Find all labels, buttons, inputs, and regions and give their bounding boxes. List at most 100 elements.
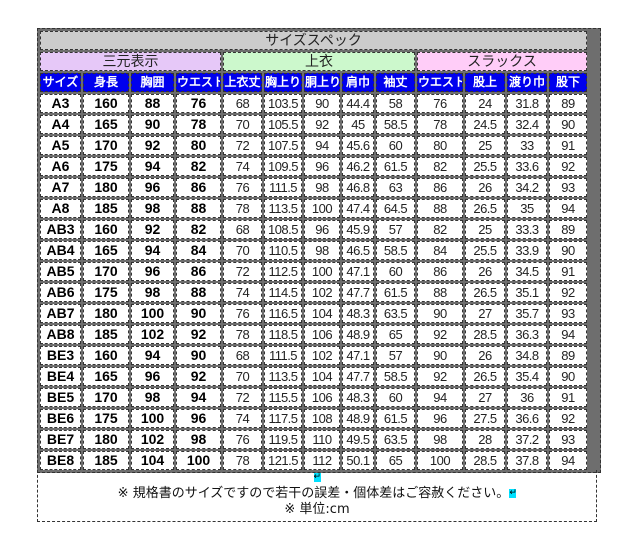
value-cell: 26.5: [465, 283, 505, 302]
table-row: A8 185 98 88 78 113.5 100 47.4 64.5 88 26.5 35 94: [40, 199, 588, 218]
value-cell: 28.5: [465, 451, 505, 470]
value-cell: 100: [417, 451, 463, 470]
value-cell: 96: [417, 409, 463, 428]
value-cell: 98: [131, 283, 174, 302]
value-cell: 92: [549, 283, 588, 302]
value-cell: 46.5: [342, 241, 374, 260]
return-arrow-icon: ↵: [313, 472, 322, 482]
value-cell: 90: [176, 346, 221, 365]
value-cell: 98: [304, 241, 340, 260]
value-cell: 48.9: [342, 325, 374, 344]
value-cell: 100: [131, 409, 174, 428]
value-cell: 61.5: [376, 409, 415, 428]
value-cell: 113.5: [264, 199, 302, 218]
value-cell: 34.8: [507, 346, 547, 365]
value-cell: 111.5: [264, 346, 302, 365]
value-cell: 86: [176, 262, 221, 281]
value-cell: 94: [131, 346, 174, 365]
value-cell: 165: [83, 367, 129, 386]
value-cell: 36.6: [507, 409, 547, 428]
value-cell: 94: [131, 241, 174, 260]
value-cell: 89: [549, 94, 588, 113]
value-cell: 94: [304, 136, 340, 155]
value-cell: 24.5: [465, 115, 505, 134]
value-cell: 57: [376, 346, 415, 365]
value-cell: 76: [223, 304, 262, 323]
value-cell: 102: [131, 430, 174, 449]
value-cell: 88: [417, 283, 463, 302]
value-cell: 25: [465, 220, 505, 239]
value-cell: 26.5: [465, 199, 505, 218]
value-cell: 28.5: [465, 325, 505, 344]
value-cell: 91: [549, 262, 588, 281]
value-cell: 104: [304, 304, 340, 323]
size-cell: A7: [40, 178, 81, 197]
size-cell: AB5: [40, 262, 81, 281]
value-cell: 104: [131, 451, 174, 470]
return-arrow-icon: ↵: [509, 488, 517, 498]
value-cell: 86: [417, 262, 463, 281]
value-cell: 111.5: [264, 178, 302, 197]
value-cell: 50.1: [342, 451, 374, 470]
value-cell: 27: [465, 304, 505, 323]
value-cell: 84: [176, 241, 221, 260]
value-cell: 114.5: [264, 283, 302, 302]
value-cell: 92: [549, 157, 588, 176]
value-cell: 96: [131, 367, 174, 386]
value-cell: 34.2: [507, 178, 547, 197]
value-cell: 26.5: [465, 367, 505, 386]
value-cell: 175: [83, 157, 129, 176]
value-cell: 63: [376, 178, 415, 197]
value-cell: 47.7: [342, 283, 374, 302]
size-cell: BE6: [40, 409, 81, 428]
value-cell: 58.5: [376, 367, 415, 386]
value-cell: 180: [83, 430, 129, 449]
size-cell: AB8: [40, 325, 81, 344]
value-cell: 60: [376, 388, 415, 407]
value-cell: 33.9: [507, 241, 547, 260]
value-cell: 106: [304, 388, 340, 407]
value-cell: 170: [83, 262, 129, 281]
value-cell: 96: [131, 178, 174, 197]
value-cell: 92: [176, 325, 221, 344]
value-cell: 98: [417, 430, 463, 449]
value-cell: 31.8: [507, 94, 547, 113]
value-cell: 44.4: [342, 94, 374, 113]
value-cell: 175: [83, 283, 129, 302]
value-cell: 58.5: [376, 241, 415, 260]
size-cell: AB6: [40, 283, 81, 302]
table-title: サイズスペック: [40, 31, 588, 50]
size-cell: A6: [40, 157, 81, 176]
value-cell: 65: [376, 325, 415, 344]
value-cell: 58.5: [376, 115, 415, 134]
size-cell: AB7: [40, 304, 81, 323]
value-cell: 96: [176, 409, 221, 428]
value-cell: 160: [83, 346, 129, 365]
value-cell: 76: [223, 178, 262, 197]
value-cell: 116.5: [264, 304, 302, 323]
value-cell: 48.3: [342, 388, 374, 407]
size-cell: BE5: [40, 388, 81, 407]
value-cell: 27: [465, 388, 505, 407]
size-cell: A3: [40, 94, 81, 113]
note-unit: ※ 単位:cm: [284, 502, 350, 517]
value-cell: 160: [83, 94, 129, 113]
group-slacks: スラックス: [417, 52, 588, 71]
value-cell: 91: [549, 136, 588, 155]
table-row: A3 160 88 76 68 103.5 90 44.4 58 76 24 31.8 89: [40, 94, 588, 113]
value-cell: 180: [83, 304, 129, 323]
column-header: 胸囲: [131, 73, 174, 92]
value-cell: 25.5: [465, 241, 505, 260]
value-cell: 170: [83, 388, 129, 407]
value-cell: 76: [176, 94, 221, 113]
value-cell: 108: [304, 409, 340, 428]
group-three-dimension: 三元表示: [40, 52, 221, 71]
title-row: サイズスペック: [40, 31, 588, 50]
value-cell: 46.8: [342, 178, 374, 197]
table-row: A5 170 92 80 72 107.5 94 45.6 60 80 25 33 91: [40, 136, 588, 155]
value-cell: 37.2: [507, 430, 547, 449]
group-jacket: 上衣: [223, 52, 415, 71]
value-cell: 88: [176, 199, 221, 218]
table-row: AB8 185 102 92 78 118.5 106 48.9 65 92 28.5 36.3 94: [40, 325, 588, 344]
value-cell: 34.5: [507, 262, 547, 281]
